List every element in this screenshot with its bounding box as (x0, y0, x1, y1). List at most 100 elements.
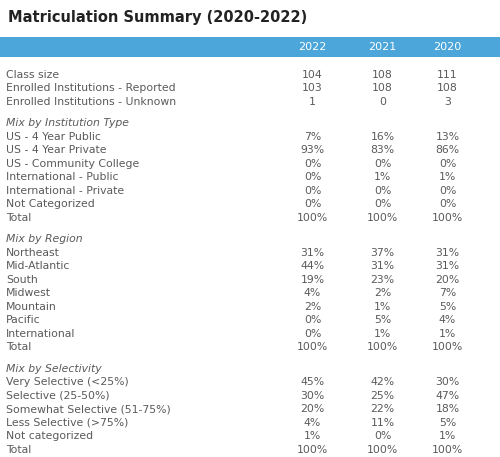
Text: 25%: 25% (370, 391, 394, 401)
Text: International: International (6, 329, 75, 339)
Text: 30%: 30% (300, 391, 324, 401)
Text: Not Categorized: Not Categorized (6, 199, 95, 209)
Text: Not categorized: Not categorized (6, 431, 93, 441)
Text: 100%: 100% (297, 213, 328, 223)
Text: 100%: 100% (432, 342, 463, 352)
Text: 1%: 1% (374, 329, 391, 339)
Text: South: South (6, 275, 38, 285)
Text: US - 4 Year Public: US - 4 Year Public (6, 132, 101, 142)
Text: 31%: 31% (436, 248, 460, 258)
Bar (0, 37, 500, 57)
Text: 2%: 2% (304, 302, 321, 312)
Text: Enrolled Institutions - Unknown: Enrolled Institutions - Unknown (6, 97, 176, 107)
Text: 0%: 0% (304, 199, 321, 209)
Text: Very Selective (<25%): Very Selective (<25%) (6, 377, 129, 387)
Text: Mid-Atlantic: Mid-Atlantic (6, 261, 70, 271)
Text: 108: 108 (372, 70, 393, 80)
Text: 1%: 1% (304, 431, 321, 441)
Text: Midwest: Midwest (6, 288, 51, 298)
Text: 11%: 11% (370, 418, 394, 428)
Text: 0%: 0% (374, 186, 391, 196)
Text: 1%: 1% (374, 172, 391, 182)
Text: 100%: 100% (367, 445, 398, 455)
Text: 0%: 0% (374, 431, 391, 441)
Text: 108: 108 (437, 83, 458, 93)
Text: 23%: 23% (370, 275, 394, 285)
Text: 20%: 20% (300, 404, 324, 414)
Text: 16%: 16% (370, 132, 394, 142)
Text: 100%: 100% (367, 213, 398, 223)
Text: 0%: 0% (304, 159, 321, 169)
Text: Mountain: Mountain (6, 302, 57, 312)
Text: US - Community College: US - Community College (6, 159, 139, 169)
Text: 100%: 100% (432, 213, 463, 223)
Text: 0%: 0% (374, 159, 391, 169)
Text: Less Selective (>75%): Less Selective (>75%) (6, 418, 128, 428)
Text: 86%: 86% (436, 145, 460, 155)
Text: Mix by Institution Type: Mix by Institution Type (6, 118, 129, 128)
Text: 7%: 7% (304, 132, 321, 142)
Text: 4%: 4% (304, 418, 321, 428)
Text: Somewhat Selective (51-75%): Somewhat Selective (51-75%) (6, 404, 171, 414)
Text: Mix by Region: Mix by Region (6, 234, 82, 244)
Text: 37%: 37% (370, 248, 394, 258)
Text: 100%: 100% (367, 342, 398, 352)
Text: 83%: 83% (370, 145, 394, 155)
Text: Total: Total (6, 213, 31, 223)
Text: 0%: 0% (439, 199, 456, 209)
Text: 0%: 0% (304, 186, 321, 196)
Text: 5%: 5% (439, 418, 456, 428)
Text: 5%: 5% (439, 302, 456, 312)
Text: Class size: Class size (6, 70, 59, 80)
Text: 4%: 4% (439, 315, 456, 325)
Text: 1%: 1% (374, 302, 391, 312)
Text: International - Private: International - Private (6, 186, 124, 196)
Text: 0%: 0% (439, 186, 456, 196)
Text: 2020: 2020 (434, 42, 462, 52)
Text: Total: Total (6, 342, 31, 352)
Text: 0%: 0% (304, 315, 321, 325)
Text: 100%: 100% (297, 342, 328, 352)
Text: 0%: 0% (374, 199, 391, 209)
Text: 1%: 1% (439, 431, 456, 441)
Text: Northeast: Northeast (6, 248, 60, 258)
Text: 1%: 1% (439, 329, 456, 339)
Text: 4%: 4% (304, 288, 321, 298)
Text: 22%: 22% (370, 404, 394, 414)
Text: 0%: 0% (439, 159, 456, 169)
Text: 47%: 47% (436, 391, 460, 401)
Text: 13%: 13% (436, 132, 460, 142)
Text: Mix by Selectivity: Mix by Selectivity (6, 364, 102, 374)
Text: 20%: 20% (436, 275, 460, 285)
Text: 100%: 100% (297, 445, 328, 455)
Text: 7%: 7% (439, 288, 456, 298)
Text: 31%: 31% (370, 261, 394, 271)
Text: 5%: 5% (374, 315, 391, 325)
Text: 30%: 30% (436, 377, 460, 387)
Text: 31%: 31% (436, 261, 460, 271)
Text: 0: 0 (379, 97, 386, 107)
Text: 108: 108 (372, 83, 393, 93)
Text: Total: Total (6, 445, 31, 455)
Text: 100%: 100% (432, 445, 463, 455)
Text: 3: 3 (444, 97, 451, 107)
Text: 1%: 1% (439, 172, 456, 182)
Text: 18%: 18% (436, 404, 460, 414)
Text: 93%: 93% (300, 145, 324, 155)
Text: 103: 103 (302, 83, 323, 93)
Text: 44%: 44% (300, 261, 324, 271)
Text: US - 4 Year Private: US - 4 Year Private (6, 145, 106, 155)
Text: 45%: 45% (300, 377, 324, 387)
Text: Pacific: Pacific (6, 315, 40, 325)
Text: 0%: 0% (304, 172, 321, 182)
Text: Enrolled Institutions - Reported: Enrolled Institutions - Reported (6, 83, 175, 93)
Text: Selective (25-50%): Selective (25-50%) (6, 391, 110, 401)
Text: 2021: 2021 (368, 42, 396, 52)
Text: 42%: 42% (370, 377, 394, 387)
Text: Matriculation Summary (2020-2022): Matriculation Summary (2020-2022) (8, 10, 307, 25)
Text: 2%: 2% (374, 288, 391, 298)
Text: 0%: 0% (304, 329, 321, 339)
Text: 2022: 2022 (298, 42, 326, 52)
Text: International - Public: International - Public (6, 172, 118, 182)
Text: 111: 111 (437, 70, 458, 80)
